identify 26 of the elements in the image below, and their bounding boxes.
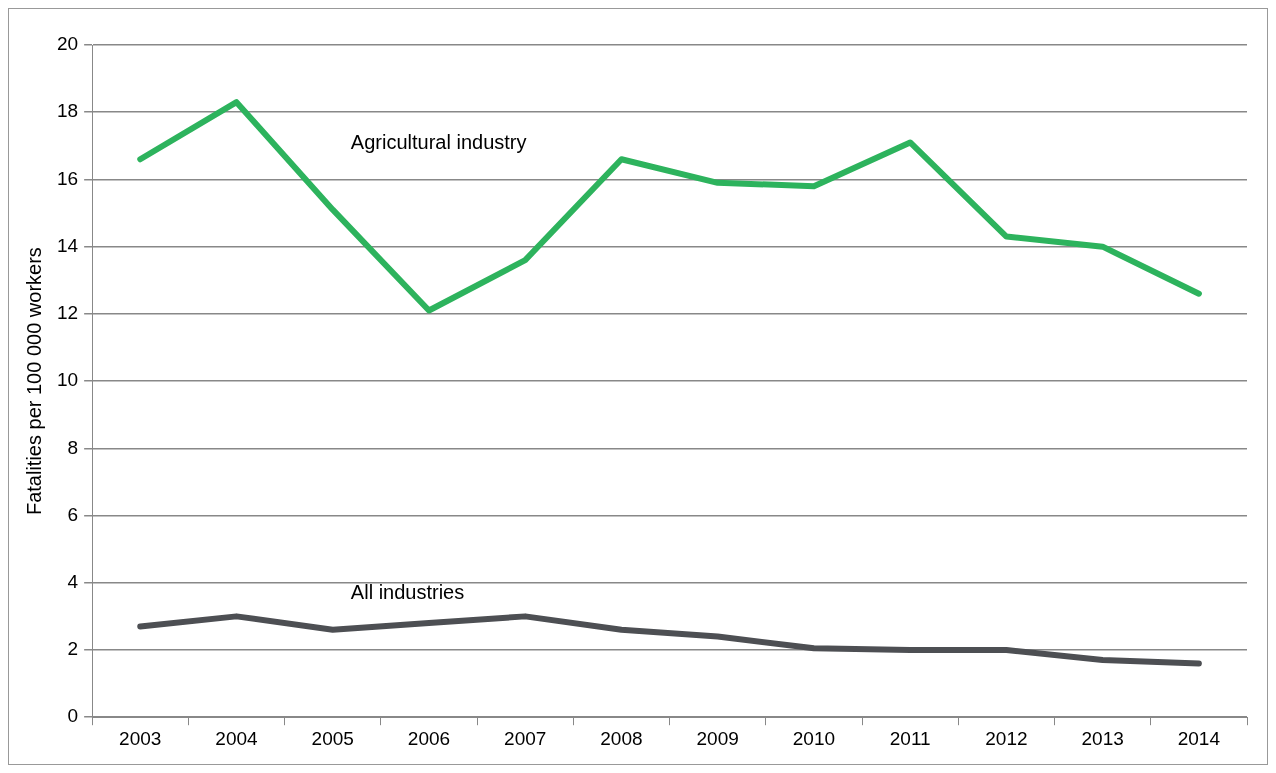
x-tick-label: 2012 [985, 727, 1028, 749]
y-tick-label: 18 [56, 100, 79, 122]
x-tick-label: 2004 [215, 727, 259, 749]
y-axis-title: Fatalities per 100 000 workers [22, 247, 45, 516]
x-tick-label: 2007 [504, 727, 547, 749]
y-tick-label: 16 [56, 167, 79, 189]
x-tick-label: 2013 [1081, 727, 1124, 749]
x-tick-label: 2009 [696, 727, 739, 749]
y-tick-label: 0 [67, 705, 79, 727]
y-tick-label: 6 [67, 503, 79, 525]
y-tick-label: 4 [67, 570, 79, 592]
y-tick-label: 10 [56, 369, 79, 391]
x-tick-label: 2005 [311, 727, 354, 749]
x-tick-label: 2014 [1177, 727, 1221, 749]
y-tick-label: 8 [67, 436, 79, 458]
x-tick-label: 2006 [407, 727, 451, 749]
x-tick-label: 2010 [792, 727, 836, 749]
x-tick-label: 2008 [600, 727, 643, 749]
y-tick-label: 12 [56, 302, 79, 324]
x-tick-label: 2003 [119, 727, 162, 749]
series-label: All industries [350, 581, 465, 604]
text: Agricultural industry [350, 131, 527, 154]
y-tick-label: 2 [67, 638, 79, 660]
x-tick-label: 2011 [889, 727, 931, 749]
y-tick-label: 20 [56, 33, 79, 55]
y-tick-label: 14 [56, 234, 79, 256]
